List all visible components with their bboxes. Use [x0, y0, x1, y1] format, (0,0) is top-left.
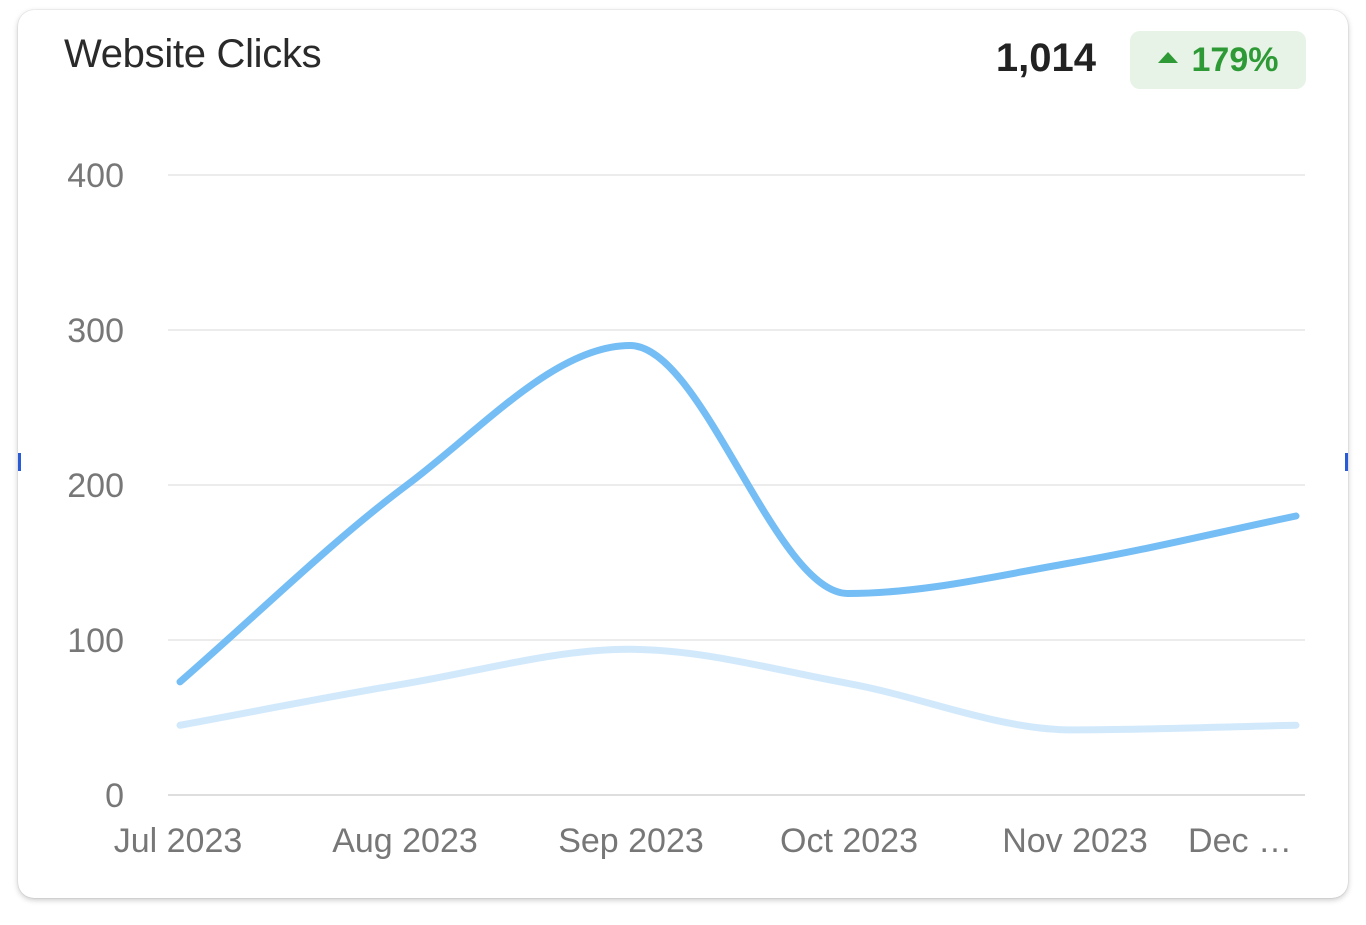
x-tick-label: Jul 2023	[114, 822, 243, 860]
x-tick-label: Sep 2023	[558, 822, 704, 860]
y-axis-ticks: 0 100 200 300 400	[67, 157, 124, 815]
y-tick-label: 100	[67, 622, 124, 660]
change-badge: 179%	[1130, 31, 1306, 89]
triangle-up-icon	[1157, 51, 1178, 63]
grid-lines	[168, 174, 1305, 796]
change-percent: 179%	[1191, 40, 1279, 79]
card-title: Website Clicks	[64, 32, 322, 76]
series-line-primary	[176, 342, 1300, 686]
x-tick-label: Dec …	[1188, 822, 1292, 860]
x-axis-ticks: Jul 2023 Aug 2023 Sep 2023 Oct 2023 Nov 2023…	[114, 822, 1292, 860]
x-tick-label: Nov 2023	[1002, 822, 1148, 860]
x-tick-label: Oct 2023	[780, 822, 918, 860]
y-tick-label: 400	[67, 157, 124, 195]
right-resize-handle[interactable]	[1345, 453, 1348, 471]
website-clicks-card: Website Clicks 1,014 179%	[18, 10, 1348, 898]
series-lines	[176, 342, 1300, 734]
x-tick-label: Aug 2023	[332, 822, 478, 860]
y-tick-label: 300	[67, 312, 124, 350]
y-tick-label: 200	[67, 467, 124, 505]
series-line-secondary	[176, 645, 1300, 734]
left-resize-handle[interactable]	[18, 453, 21, 471]
y-tick-label: 0	[105, 777, 124, 815]
total-clicks-value: 1,014	[995, 36, 1096, 80]
